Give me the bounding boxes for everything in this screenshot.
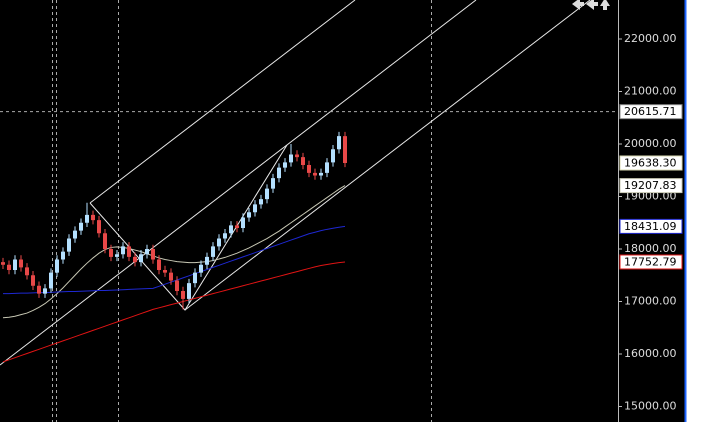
y-tick-label: 22000.00 xyxy=(624,32,677,45)
candle-body xyxy=(31,275,35,286)
price-tag-label: 19638.30 xyxy=(624,156,677,169)
candle-body xyxy=(271,178,275,189)
candle-body xyxy=(13,259,17,271)
candle-body xyxy=(43,288,47,294)
candle-body xyxy=(73,230,77,239)
candle-body xyxy=(67,238,71,252)
icon xyxy=(586,0,598,10)
candle-body xyxy=(91,214,95,221)
candle-body xyxy=(277,167,281,179)
candle-body xyxy=(55,259,59,273)
candle-body xyxy=(187,283,191,299)
candle-body xyxy=(115,254,119,257)
price-tag xyxy=(619,218,683,234)
candle-body xyxy=(169,272,173,281)
candle-body xyxy=(181,291,185,299)
candle-body xyxy=(325,162,329,173)
candle-body xyxy=(301,157,305,166)
candle-body xyxy=(61,251,65,260)
candle-body xyxy=(157,259,161,271)
icon xyxy=(600,0,610,10)
candle-body xyxy=(193,272,197,284)
candle-body xyxy=(307,165,311,173)
candle-body xyxy=(49,272,53,289)
zigzag-line xyxy=(89,144,288,311)
candle-body xyxy=(151,249,155,260)
channel-line xyxy=(89,0,356,204)
candle-body xyxy=(37,285,41,294)
candle-body xyxy=(247,212,251,218)
candle-body xyxy=(199,264,203,273)
candle-body xyxy=(139,254,143,263)
candle-body xyxy=(283,162,287,168)
candle-body xyxy=(163,270,167,273)
candle-body xyxy=(103,233,107,250)
price-tag xyxy=(619,104,683,120)
candle-body xyxy=(295,154,299,158)
candle-body xyxy=(85,214,89,223)
candle-body xyxy=(265,188,269,200)
price-tag-label: 18431.09 xyxy=(624,220,677,233)
candle-body xyxy=(235,225,239,229)
icon xyxy=(572,0,584,10)
toolbar-icons xyxy=(572,0,610,10)
candle-body xyxy=(211,246,215,257)
candle-body xyxy=(19,259,23,268)
candle-body xyxy=(253,204,257,213)
candle-body xyxy=(7,264,11,271)
candle-body xyxy=(289,154,293,163)
candle-body xyxy=(205,256,209,265)
candle-body xyxy=(121,246,125,255)
candle-body xyxy=(25,267,29,276)
plot-background xyxy=(0,0,686,422)
price-tag xyxy=(619,254,683,270)
channel-line xyxy=(0,0,477,366)
candle-body xyxy=(217,238,221,247)
candle-body xyxy=(133,256,137,263)
price-tag-label: 19207.83 xyxy=(624,179,677,192)
candle-body xyxy=(175,280,179,292)
y-tick-label: 20000.00 xyxy=(624,137,677,150)
candle-body xyxy=(241,217,245,229)
candle-body xyxy=(313,172,317,176)
candle-body xyxy=(79,222,83,231)
candle-body xyxy=(145,249,149,255)
time-grid xyxy=(52,0,432,422)
candle-body xyxy=(97,220,101,234)
moving-average xyxy=(2,185,346,319)
candle-body xyxy=(331,149,335,163)
y-tick-label: 17000.00 xyxy=(624,295,677,308)
candle-body xyxy=(319,172,323,176)
price-tag xyxy=(619,178,683,194)
candle-body xyxy=(229,225,233,234)
y-tick-label: 21000.00 xyxy=(624,85,677,98)
price-tag-label: 20615.71 xyxy=(624,105,677,118)
candle-body xyxy=(109,249,113,257)
candle-body xyxy=(259,199,263,205)
candle-body xyxy=(343,136,347,163)
moving-average xyxy=(2,261,346,363)
channel-line xyxy=(184,0,591,311)
y-tick-label: 18000.00 xyxy=(624,242,677,255)
side-panel xyxy=(686,0,708,422)
moving-average xyxy=(3,225,346,295)
y-tick-label: 16000.00 xyxy=(624,347,677,360)
candle-body xyxy=(1,262,5,265)
price-tag xyxy=(619,155,683,171)
candle-body xyxy=(223,233,227,239)
candle-body xyxy=(337,136,341,150)
price-tag-label: 17752.79 xyxy=(624,255,677,268)
y-tick-label: 15000.00 xyxy=(624,400,677,413)
candle-body xyxy=(127,246,131,257)
drawings xyxy=(0,0,591,366)
